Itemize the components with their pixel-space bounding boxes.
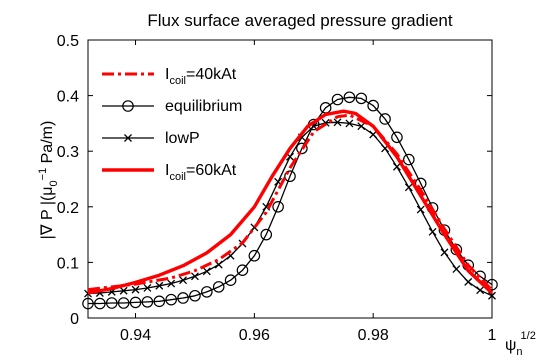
legend-entry: Icoil=40kAt xyxy=(102,66,237,87)
data-point-circle xyxy=(177,292,189,304)
data-point-x xyxy=(190,272,199,281)
y-label-tail: Pa/m) xyxy=(39,121,56,168)
legend-label: equilibrium xyxy=(165,98,242,115)
data-point-circle xyxy=(141,296,154,308)
data-point-x xyxy=(404,183,413,192)
data-point-x xyxy=(202,267,211,276)
y-tick-label: 0.3 xyxy=(57,144,79,161)
data-point-circle xyxy=(82,297,94,310)
data-point-circle xyxy=(260,228,273,241)
svg-text:|∇ P |(μ0−1 Pa/m): |∇ P |(μ0−1 Pa/m) xyxy=(37,121,60,240)
legend-label: lowP xyxy=(165,130,200,147)
y-tick-label: 0.2 xyxy=(57,200,79,217)
series-2 xyxy=(84,118,496,300)
data-point-circle xyxy=(153,295,166,308)
y-tick-label: 0 xyxy=(70,311,79,328)
data-point-x xyxy=(452,265,461,274)
y-label-sup: −1 xyxy=(37,168,49,181)
x-label-sub: n xyxy=(516,346,522,358)
data-point-circle xyxy=(212,281,225,293)
data-point-circle xyxy=(343,91,356,104)
x-tick-label: 1 xyxy=(488,327,497,344)
data-point-circle xyxy=(201,286,213,298)
x-tick-label: 0.94 xyxy=(120,327,151,344)
legend-marker-circle xyxy=(122,100,134,112)
data-point-x xyxy=(440,248,449,257)
x-label-main: ψ xyxy=(505,337,516,354)
series-1 xyxy=(82,91,498,310)
data-point-x xyxy=(345,119,354,128)
y-label-text: |∇ P |(μ xyxy=(39,186,56,239)
legend-entry: Icoil=60kAt xyxy=(102,162,237,183)
svg-text:ψn1/2: ψn 1/2 xyxy=(505,330,536,358)
data-point-circle xyxy=(117,297,130,309)
series-line xyxy=(88,96,493,305)
data-point-x xyxy=(131,285,140,294)
data-point-circle xyxy=(224,274,237,286)
data-point-circle xyxy=(105,297,118,309)
data-point-circle xyxy=(189,289,201,302)
data-point-x xyxy=(155,281,164,290)
data-point-x xyxy=(167,279,176,288)
y-tick-label: 0.1 xyxy=(57,255,79,272)
series-line xyxy=(87,113,494,292)
series-line xyxy=(87,109,494,295)
data-point-circle xyxy=(391,131,403,144)
x-label-sup: 1/2 xyxy=(521,330,536,342)
series-0 xyxy=(87,113,494,292)
data-point-x xyxy=(428,227,437,236)
data-point-circle xyxy=(284,170,296,183)
y-label-sub: 0 xyxy=(48,180,60,186)
legend-label: Icoil=40kAt xyxy=(165,66,237,87)
y-tick-label: 0.5 xyxy=(57,33,79,50)
series-3 xyxy=(87,109,494,295)
chart-title: Flux surface averaged pressure gradient xyxy=(147,11,452,30)
legend: Icoil=40kAt equilibrium lowP Icoil=60kAt xyxy=(102,66,242,183)
data-point-circle xyxy=(379,113,391,125)
data-point-x xyxy=(143,284,152,292)
x-tick-label: 0.98 xyxy=(358,327,389,344)
data-point-circle xyxy=(367,99,379,112)
data-point-circle xyxy=(403,153,415,166)
data-point-x xyxy=(333,118,342,127)
legend-entry: equilibrium xyxy=(102,98,242,115)
y-axis-label: |∇ P |(μ0−1 Pa/m) xyxy=(37,121,60,240)
y-tick-label: 0.4 xyxy=(57,89,79,106)
data-point-circle xyxy=(331,93,344,106)
series-layer xyxy=(82,91,498,310)
data-point-x xyxy=(416,205,425,214)
data-point-x xyxy=(369,130,378,139)
data-point-circle xyxy=(248,249,261,262)
x-axis-label: ψn 1/2 xyxy=(505,330,536,358)
legend-entry: lowP xyxy=(102,130,200,147)
data-point-x xyxy=(179,276,188,285)
x-tick-label: 0.96 xyxy=(239,327,270,344)
plot-area: 0.94 0.96 0.98 1 0 0.1 0.2 0.3 0.4 0.5 xyxy=(57,33,498,344)
data-point-circle xyxy=(129,296,142,309)
data-point-circle xyxy=(296,142,308,155)
data-point-x xyxy=(357,122,366,131)
axis-ticks: 0.94 0.96 0.98 1 0 0.1 0.2 0.3 0.4 0.5 xyxy=(57,33,497,344)
plot-frame xyxy=(87,39,493,319)
data-point-x xyxy=(119,286,128,295)
data-point-circle xyxy=(94,297,106,310)
legend-label: Icoil=60kAt xyxy=(165,162,237,183)
data-point-x xyxy=(488,291,496,300)
data-point-x xyxy=(262,202,271,211)
data-point-circle xyxy=(272,201,284,213)
data-point-x xyxy=(464,277,473,286)
data-point-circle xyxy=(355,92,368,105)
data-point-circle xyxy=(165,293,177,306)
data-point-circle xyxy=(236,264,249,276)
data-point-x xyxy=(392,162,401,171)
legend-marker-x xyxy=(124,134,132,142)
data-point-x xyxy=(476,286,485,295)
